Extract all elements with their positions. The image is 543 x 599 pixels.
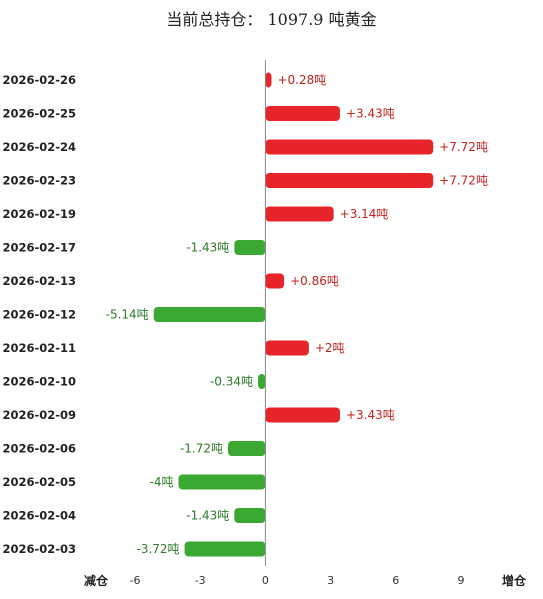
- bar: [228, 441, 266, 456]
- x-tick-label: 3: [327, 574, 334, 587]
- bar: [178, 474, 266, 490]
- axis-label-increase: 增仓: [502, 573, 527, 588]
- value-label: +3.14吨: [340, 207, 389, 221]
- value-label: +0.28吨: [277, 73, 326, 87]
- bar: [153, 307, 266, 322]
- bar: [265, 407, 340, 423]
- category-label: 2026-02-19: [2, 207, 76, 221]
- bar: [265, 173, 434, 188]
- chart-title: 当前总持仓： 1097.9 吨黄金: [166, 10, 377, 29]
- x-tick-label: -6: [130, 574, 141, 587]
- value-label: -1.43吨: [186, 509, 229, 523]
- category-label: 2026-02-09: [2, 408, 76, 422]
- bar: [265, 340, 309, 356]
- bar: [184, 541, 266, 557]
- category-label: 2026-02-23: [2, 174, 76, 188]
- category-label: 2026-02-26: [2, 73, 76, 87]
- value-label: -5.14吨: [106, 308, 149, 322]
- category-label: 2026-02-05: [2, 475, 76, 489]
- category-label: 2026-02-11: [2, 341, 76, 355]
- bar: [265, 106, 340, 121]
- value-label: -1.72吨: [180, 442, 223, 456]
- category-label: 2026-02-04: [2, 509, 76, 523]
- value-label: +7.72吨: [439, 174, 488, 188]
- value-label: -3.72吨: [136, 542, 179, 556]
- category-label: 2026-02-13: [2, 274, 76, 288]
- x-tick-label: -3: [195, 574, 206, 587]
- bar: [265, 206, 334, 222]
- value-label: +7.72吨: [439, 140, 488, 154]
- value-label: +3.43吨: [346, 107, 395, 121]
- value-label: -1.43吨: [186, 241, 229, 255]
- bar: [265, 139, 434, 155]
- value-label: +0.86吨: [290, 274, 339, 288]
- bars-layer: [153, 72, 434, 557]
- value-label: -0.34吨: [210, 375, 253, 389]
- bar: [258, 374, 266, 389]
- value-label: -4吨: [149, 475, 173, 489]
- x-tick-label: 6: [392, 574, 399, 587]
- category-label: 2026-02-06: [2, 442, 76, 456]
- axis-label-decrease: 减仓: [84, 573, 109, 588]
- value-label: +3.43吨: [346, 408, 395, 422]
- category-label: 2026-02-25: [2, 107, 76, 121]
- category-label: 2026-02-03: [2, 542, 76, 556]
- x-tick-label: 9: [458, 574, 465, 587]
- bar: [234, 240, 266, 255]
- category-label: 2026-02-24: [2, 140, 76, 154]
- category-label: 2026-02-17: [2, 241, 76, 255]
- bar: [265, 72, 272, 88]
- value-label: +2吨: [315, 341, 345, 355]
- category-label: 2026-02-12: [2, 308, 76, 322]
- labels-layer: 2026-02-26 +0.28吨 2026-02-25 +3.43吨 2026-02-…: [2, 73, 527, 588]
- category-label: 2026-02-10: [2, 375, 76, 389]
- bar: [234, 508, 266, 523]
- x-tick-label: 0: [262, 574, 269, 587]
- bar: [265, 273, 285, 289]
